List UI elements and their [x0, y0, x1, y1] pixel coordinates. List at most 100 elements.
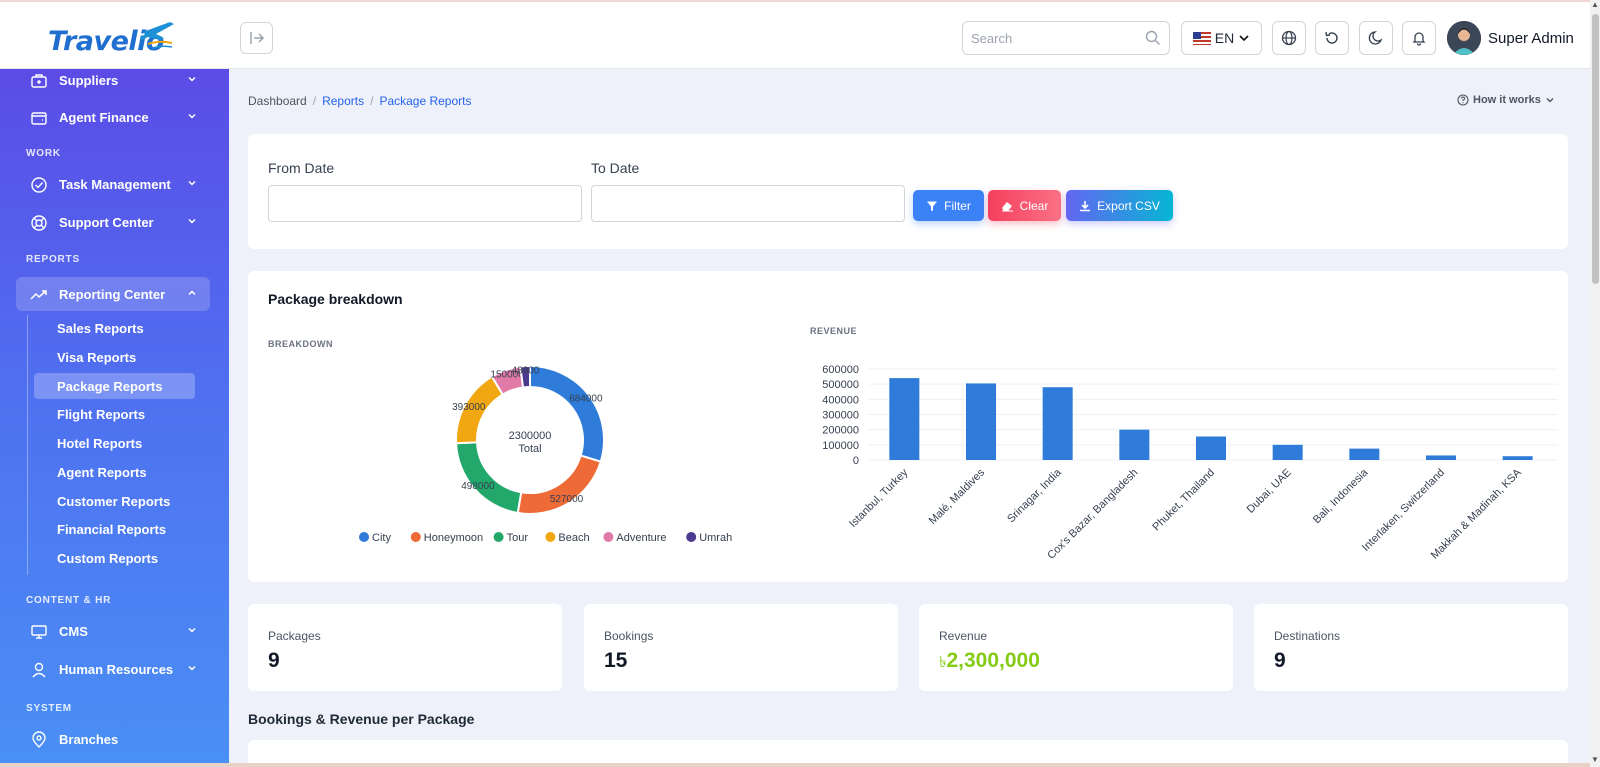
language-selector[interactable]: EN — [1181, 21, 1262, 55]
slice-value-label: 150000 — [490, 369, 524, 380]
revenue-bar-chart: 600000 500000 400000 300000 200000 100000 0Ist… — [822, 364, 1558, 562]
sidebar-subitem-flight-reports[interactable]: Flight Reports — [57, 406, 146, 422]
sidebar-item-label: Agent Finance — [59, 110, 149, 125]
scroll-down-arrow[interactable]: ▼ — [1591, 755, 1599, 764]
check-circle-icon — [31, 177, 47, 193]
revenue-bar — [1196, 436, 1226, 460]
airplane-icon — [140, 22, 174, 49]
search-icon[interactable] — [1145, 30, 1161, 46]
sidebar-subitem-visa-reports[interactable]: Visa Reports — [57, 349, 137, 365]
sidebar-toggle-button[interactable] — [240, 22, 273, 54]
y-tick-label: 400000 — [822, 394, 859, 406]
stat-value: 15 — [604, 649, 628, 672]
search-input[interactable] — [971, 22, 1141, 54]
revenue-bar — [1349, 448, 1380, 460]
sidebar-item-human-resources[interactable]: Human Resources — [16, 652, 210, 686]
breadcrumb-parent[interactable]: Reports — [322, 94, 365, 108]
legend-label: Beach — [558, 532, 589, 544]
sidebar-item-cms[interactable]: CMS — [16, 614, 210, 648]
user-name[interactable]: Super Admin — [1488, 30, 1574, 47]
sidebar-item-agent-finance[interactable]: Agent Finance — [16, 100, 210, 134]
currency-symbol: ৳ — [939, 654, 947, 671]
scrollbar-track[interactable] — [1590, 0, 1600, 767]
revenue-bar — [1272, 444, 1303, 460]
sidebar-subitem-custom-reports[interactable]: Custom Reports — [57, 550, 159, 566]
scrollbar-thumb[interactable] — [1592, 14, 1599, 284]
filter-button[interactable]: Filter — [913, 190, 984, 221]
scroll-up-arrow[interactable]: ▲ — [1591, 0, 1599, 9]
legend-label: Umrah — [699, 532, 732, 544]
refresh-button[interactable] — [1315, 21, 1349, 55]
section-title-reports: REPORTS — [26, 254, 80, 265]
x-tick-label: Malé, Maldives — [927, 466, 988, 527]
donut-slice — [516, 454, 602, 515]
chevron-down-icon — [188, 218, 196, 224]
search-field[interactable] — [962, 21, 1170, 55]
sidebar-item-support-center[interactable]: Support Center — [16, 205, 210, 239]
from-date-input[interactable] — [268, 185, 582, 222]
wallet-icon — [31, 112, 47, 125]
sidebar-subitem-customer-reports[interactable]: Customer Reports — [57, 493, 171, 509]
sidebar-item-suppliers[interactable]: Suppliers — [16, 69, 210, 97]
chevron-down-icon — [188, 113, 196, 119]
us-flag-icon — [1192, 31, 1211, 45]
sidebar-subitem-agent-reports[interactable]: Agent Reports — [57, 464, 147, 480]
user-avatar-image — [1447, 21, 1481, 55]
sidebar-subitem-hotel-reports[interactable]: Hotel Reports — [57, 435, 143, 451]
bottom-edge — [0, 763, 1590, 767]
revenue-label: REVENUE — [810, 326, 858, 336]
sidebar-item-label: Reporting Center — [59, 287, 166, 302]
to-date-input[interactable] — [591, 185, 905, 222]
travelio-logo[interactable]: Travelio — [48, 18, 178, 58]
sidebar-item-label: CMS — [59, 624, 88, 639]
sidebar-item-task-management[interactable]: Task Management — [16, 167, 210, 201]
globe-icon — [1281, 30, 1297, 46]
donut-center-value: 2300000 — [509, 430, 552, 442]
chart-card-title: Package breakdown — [268, 291, 403, 307]
sidebar-item-branches[interactable]: Branches — [16, 722, 210, 756]
user-avatar[interactable] — [1447, 21, 1481, 55]
map-pin-icon — [32, 731, 46, 748]
funnel-icon — [927, 201, 938, 211]
donut-center-label: Total — [518, 443, 541, 455]
x-tick-label: Bali, Indonesia — [1311, 466, 1371, 526]
slice-value-label: 498000 — [461, 481, 495, 492]
x-tick-label: Phuket, Thailand — [1150, 467, 1217, 534]
sidebar-subitem-sales-reports[interactable]: Sales Reports — [57, 320, 144, 336]
slice-value-label: 684000 — [569, 394, 603, 405]
export-csv-button[interactable]: Export CSV — [1066, 190, 1173, 221]
chevron-down-icon — [188, 180, 196, 186]
sidebar-subitem-package-reports[interactable]: Package Reports — [34, 373, 195, 399]
help-circle-icon — [1457, 94, 1469, 106]
submenu-line — [27, 315, 28, 575]
breadcrumb-home[interactable]: Dashboard — [248, 94, 307, 108]
section-title-system: SYSTEM — [26, 703, 72, 714]
x-tick-label: Srinagar, India — [1005, 466, 1064, 525]
sidebar-item-reporting-center[interactable]: Reporting Center — [16, 277, 210, 311]
slice-value-label: 527000 — [550, 494, 584, 505]
collapse-icon — [249, 32, 264, 44]
stat-card-bookings: Bookings 15 — [584, 604, 898, 691]
how-it-works-toggle[interactable]: How it works — [1457, 94, 1555, 106]
filter-button-label: Filter — [944, 198, 971, 213]
clear-button[interactable]: Clear — [988, 190, 1061, 221]
chevron-down-icon — [188, 76, 196, 82]
sidebar-item-label: Task Management — [59, 177, 171, 192]
lifebuoy-icon — [31, 215, 47, 231]
notifications-button[interactable] — [1402, 21, 1436, 55]
stat-card-revenue: Revenue ৳2,300,000 — [919, 604, 1233, 691]
how-it-works-label: How it works — [1473, 94, 1541, 106]
theme-toggle-button[interactable] — [1359, 21, 1393, 55]
y-tick-label: 300000 — [822, 410, 859, 422]
revenue-bar — [966, 383, 996, 460]
breadcrumb-current: Package Reports — [379, 94, 472, 108]
package-breakdown-card: Package breakdown BREAKDOWN REVENUE 6840… — [248, 271, 1568, 582]
sidebar-subitem-financial-reports[interactable]: Financial Reports — [57, 521, 167, 537]
user-badge-icon — [32, 662, 46, 678]
brand-name: Travelio — [48, 26, 164, 57]
stat-label: Packages — [268, 629, 321, 643]
export-csv-button-label: Export CSV — [1097, 198, 1160, 213]
breadcrumb-separator: / — [312, 94, 317, 108]
legend-swatch — [359, 532, 369, 542]
globe-button[interactable] — [1272, 21, 1306, 55]
